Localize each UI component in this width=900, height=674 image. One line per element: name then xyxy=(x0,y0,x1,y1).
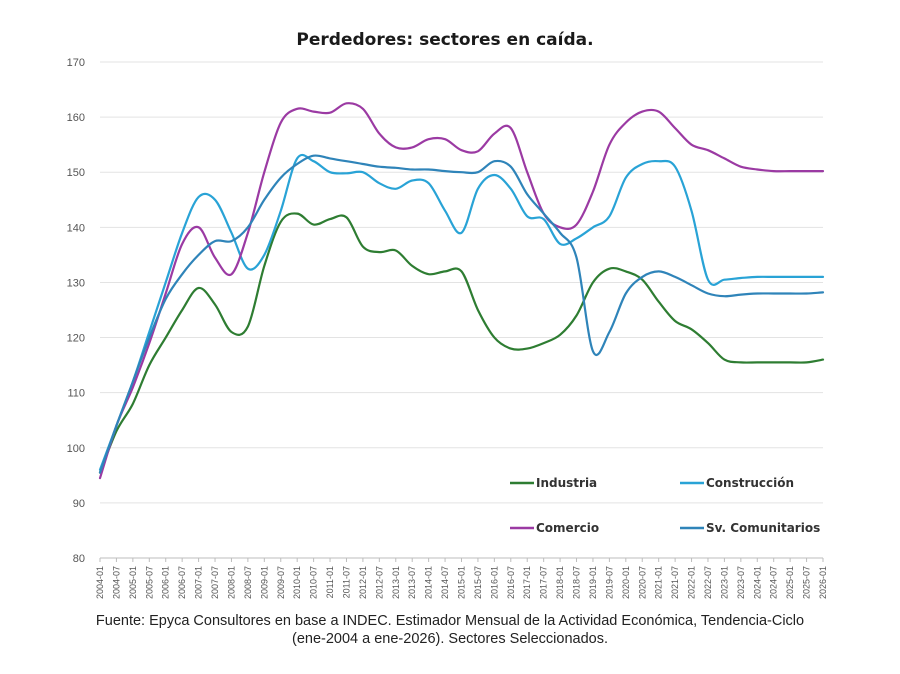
x-tick-label: 2016-07 xyxy=(506,566,516,599)
x-tick-label: 2022-01 xyxy=(687,566,697,599)
y-tick-label: 170 xyxy=(67,57,85,69)
y-axis: 80 90 100 110 120 130 140 150 160 170 xyxy=(67,57,85,565)
y-tick-label: 80 xyxy=(73,553,85,565)
y-tick-label: 140 xyxy=(67,222,85,234)
y-tick-label: 110 xyxy=(67,388,85,400)
x-tick-label: 2018-01 xyxy=(555,566,565,599)
series-line-industria xyxy=(98,212,825,474)
x-tick-label: 2012-01 xyxy=(358,566,368,599)
x-tick-label: 2025-01 xyxy=(785,566,795,599)
x-tick-label: 2010-01 xyxy=(292,566,302,599)
x-tick-label: 2020-07 xyxy=(637,566,647,599)
x-tick-label: 2007-07 xyxy=(210,566,220,599)
source-caption-line-1: Fuente: Epyca Consultores en base a INDE… xyxy=(95,613,805,629)
legend-label-sv-comunitarios: Sv. Comunitarios xyxy=(706,521,820,535)
y-tick-label: 120 xyxy=(67,333,85,345)
x-tick-label: 2004-01 xyxy=(95,566,105,599)
x-tick-label: 2020-01 xyxy=(621,566,631,599)
x-tick-label: 2017-07 xyxy=(539,566,549,599)
series-line-construccion xyxy=(98,153,825,471)
x-tick-label: 2023-01 xyxy=(719,566,729,599)
x-tick-label: 2005-01 xyxy=(128,566,138,599)
x-tick-label: 2005-07 xyxy=(144,566,154,599)
x-tick-label: 2018-07 xyxy=(572,566,582,599)
source-caption-line-2: (ene-2004 a ene-2026). Sectores Seleccio… xyxy=(292,631,608,647)
x-tick-label: 2017-01 xyxy=(522,566,532,599)
y-tick-label: 100 xyxy=(67,443,85,455)
y-tick-label: 130 xyxy=(67,277,85,289)
x-axis: 2004-01 2004-07 2005-01 2005-07 2006-01 2006-… xyxy=(95,558,828,599)
y-tick-label: 150 xyxy=(67,167,85,179)
x-tick-label: 2014-07 xyxy=(440,566,450,599)
x-tick-label: 2016-01 xyxy=(489,566,499,599)
x-tick-label: 2019-01 xyxy=(588,566,598,599)
x-tick-label: 2008-07 xyxy=(243,566,253,599)
x-tick-label: 2022-07 xyxy=(703,566,713,599)
x-tick-label: 2009-07 xyxy=(276,566,286,599)
series-lines xyxy=(98,102,825,480)
legend-label-industria: Industria xyxy=(536,476,597,490)
x-tick-label: 2024-07 xyxy=(769,566,779,599)
x-tick-label: 2004-07 xyxy=(111,566,121,599)
y-tick-label: 90 xyxy=(73,498,85,510)
x-tick-label: 2024-01 xyxy=(752,566,762,599)
legend-label-comercio: Comercio xyxy=(536,521,599,535)
x-tick-label: 2013-07 xyxy=(407,566,417,599)
x-tick-label: 2025-07 xyxy=(802,566,812,599)
x-tick-label: 2023-07 xyxy=(736,566,746,599)
x-tick-label: 2015-07 xyxy=(473,566,483,599)
series-line-comercio xyxy=(98,102,825,480)
x-tick-label: 2008-01 xyxy=(226,566,236,599)
x-tick-label: 2019-07 xyxy=(604,566,614,599)
series-line-sv-comunitarios xyxy=(98,154,825,474)
x-tick-label: 2014-01 xyxy=(424,566,434,599)
x-tick-label: 2009-01 xyxy=(259,566,269,599)
y-tick-label: 160 xyxy=(67,112,85,124)
gridlines xyxy=(100,61,823,559)
x-tick-label: 2015-01 xyxy=(457,566,467,599)
chart-title: Perdedores: sectores en caída. xyxy=(296,30,593,50)
x-tick-label: 2011-07 xyxy=(341,566,351,598)
x-tick-label: 2006-07 xyxy=(177,566,187,599)
x-tick-label: 2021-07 xyxy=(670,566,680,599)
line-chart: Perdedores: sectores en caída. 80 90 100 11… xyxy=(67,30,828,599)
x-tick-label: 2006-01 xyxy=(161,566,171,599)
x-tick-label: 2010-07 xyxy=(309,566,319,599)
x-tick-label: 2011-01 xyxy=(325,566,335,598)
x-tick-label: 2007-01 xyxy=(194,566,204,599)
legend: Industria Construcción Comercio Sv. Comunit… xyxy=(510,476,820,535)
x-tick-label: 2013-01 xyxy=(391,566,401,599)
x-tick-label: 2012-07 xyxy=(374,566,384,599)
x-tick-label: 2026-01 xyxy=(818,566,828,599)
x-tick-label: 2021-01 xyxy=(654,566,664,599)
legend-label-construccion: Construcción xyxy=(706,476,794,490)
source-caption: Fuente: Epyca Consultores en base a INDE… xyxy=(0,612,900,648)
